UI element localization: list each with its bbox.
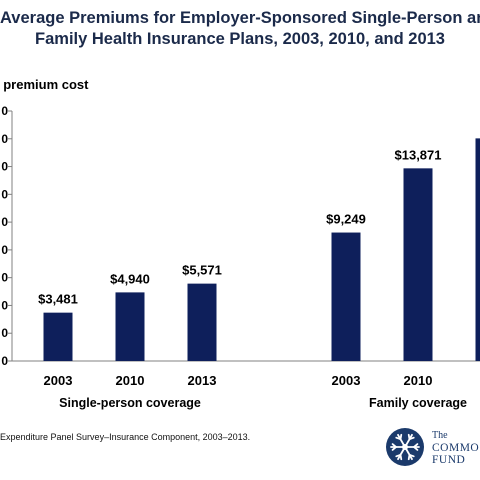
bar-value-label: $9,249 [326, 212, 366, 227]
chart-title-line-2: Family Health Insurance Plans, 2003, 201… [35, 30, 445, 48]
category-label: 2010 [404, 373, 433, 388]
bar [475, 138, 480, 361]
category-label: 2010 [116, 373, 145, 388]
bar-value-label: $4,940 [110, 271, 150, 286]
chart-title: Average Premiums for Employer-Sponsored … [0, 8, 480, 50]
y-tick-label: 0 [1, 243, 8, 257]
source-note: Expenditure Panel Survey–Insurance Compo… [0, 432, 251, 442]
group-label: Family coverage [369, 396, 467, 410]
value-labels: $3,481$4,940$5,571$9,249$13,871$1 [38, 147, 442, 307]
commonwealth-fund-logo [386, 428, 424, 466]
bar [187, 283, 217, 361]
y-tick-label: 0 [1, 271, 8, 285]
bar [115, 292, 145, 361]
y-tick-label: 0 [1, 354, 8, 368]
y-axis-label: l premium cost [0, 77, 89, 92]
y-tick-label: 0 [1, 160, 8, 174]
bar-value-label: $5,571 [182, 263, 222, 278]
bar-value-label: $13,871 [395, 147, 442, 162]
category-label: 2013 [188, 373, 217, 388]
y-tick-label: 0 [1, 215, 8, 229]
category-labels: 200320102013200320102 [44, 373, 433, 388]
bar [331, 232, 361, 361]
chart-title-line-1: Average Premiums for Employer-Sponsored … [0, 9, 480, 27]
y-axis-ticks: 0 0 0 0 0 0 0 0 0 0 [1, 104, 12, 368]
logo-line-3: FUND [432, 454, 466, 466]
logo-line-1: The [432, 430, 448, 441]
category-label: 2003 [332, 373, 361, 388]
y-tick-label: 0 [1, 104, 8, 118]
bar [403, 168, 433, 361]
group-labels: Single-person coverage Family coverage [59, 396, 467, 410]
bar-value-label: $3,481 [38, 292, 78, 307]
logo-line-2: COMMO [432, 442, 480, 454]
y-tick-label: 0 [1, 132, 8, 146]
group-label: Single-person coverage [59, 396, 201, 410]
y-tick-label: 0 [1, 326, 8, 340]
bar [43, 312, 73, 361]
snowflake-icon [386, 428, 424, 466]
logo-text: The COMMO FUND [432, 430, 479, 466]
y-tick-label: 0 [1, 298, 8, 312]
category-label: 2003 [44, 373, 73, 388]
bars [43, 138, 480, 361]
y-tick-label: 0 [1, 187, 8, 201]
